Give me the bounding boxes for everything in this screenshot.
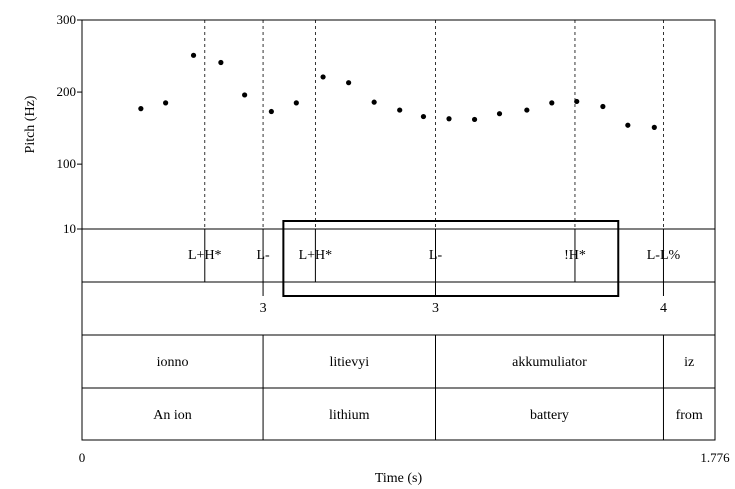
pitch-point (320, 74, 326, 80)
pitch-point (524, 107, 530, 113)
word-tier-2-word: from (676, 408, 703, 423)
pitch-point (371, 99, 377, 105)
word-tier-1-word: iz (684, 355, 694, 370)
word-tier-2-word: lithium (329, 408, 370, 423)
pitch-point (218, 59, 224, 66)
tone-label: L-L% (647, 248, 681, 263)
word-tier-2-word: An ion (153, 408, 192, 423)
pitch-point (293, 100, 299, 106)
x-axis-label: Time (s) (375, 471, 423, 486)
break-label: 3 (432, 301, 439, 316)
tone-label: L+H* (188, 248, 222, 263)
tone-label: L- (429, 248, 443, 263)
pitch-point (163, 100, 169, 106)
pitch-point (346, 80, 352, 86)
y-tick-label: 10 (63, 221, 76, 236)
pitch-point (625, 122, 631, 128)
y-tick-label: 300 (57, 12, 77, 27)
break-label: 3 (260, 301, 267, 316)
pitch-point (138, 106, 144, 112)
pitch-point (268, 108, 274, 115)
x-tick-label: 0 (79, 450, 86, 465)
pitch-point (574, 98, 580, 105)
word-tier-1-word: ionno (157, 355, 189, 370)
pitch-point (549, 100, 555, 106)
pitch-point (397, 107, 403, 113)
tone-label: L+H* (299, 248, 333, 263)
word-tier-1-word: litievyi (329, 355, 369, 370)
word-tier-2-word: battery (530, 408, 569, 423)
plot-frame (81, 19, 716, 441)
pitch-point (242, 92, 248, 98)
pitch-point (651, 124, 657, 130)
pitch-point (190, 52, 197, 58)
word-tier-1-word: akkumuliator (512, 355, 587, 370)
pitch-point (420, 113, 427, 120)
tone-label: !H* (564, 248, 586, 263)
pitch-point (446, 116, 452, 122)
break-label: 4 (660, 301, 667, 316)
y-tick-label: 200 (57, 84, 77, 99)
tone-label: L- (256, 248, 270, 263)
pitch-point (471, 116, 478, 123)
y-axis-label: Pitch (Hz) (23, 95, 38, 153)
y-tick-label: 100 (57, 156, 77, 171)
x-tick-label: 1.776 (700, 450, 730, 465)
pitch-point (496, 111, 503, 117)
pitch-point (600, 103, 606, 110)
highlight-box (282, 220, 620, 297)
